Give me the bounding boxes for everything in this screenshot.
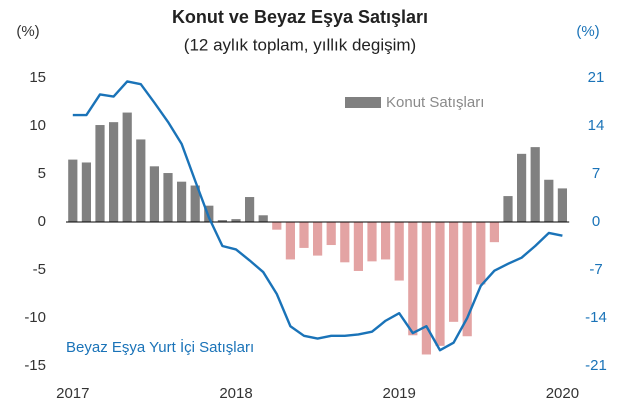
y-tick-label: 5 <box>38 165 46 182</box>
bar <box>68 159 78 222</box>
bar <box>557 188 567 222</box>
y2-tick-label: 0 <box>592 213 600 230</box>
bar <box>408 222 418 336</box>
bar <box>326 222 336 246</box>
x-tick-label: 2018 <box>219 385 252 402</box>
legend-swatch <box>345 97 381 108</box>
bar <box>299 222 309 248</box>
bar <box>530 147 540 222</box>
bar <box>190 185 200 222</box>
series-label: Beyaz Eşya Yurt İçi Satışları <box>66 338 254 356</box>
bar <box>272 222 282 230</box>
bar <box>503 196 513 222</box>
bar <box>517 153 527 222</box>
bar <box>421 222 431 355</box>
x-tick-label: 2017 <box>56 385 89 402</box>
bar <box>313 222 323 256</box>
bar <box>353 222 363 271</box>
y2-tick-label: 14 <box>588 117 605 134</box>
bar <box>245 197 255 222</box>
x-tick-label: 2019 <box>383 385 416 402</box>
y-axis-label: (%) <box>16 23 39 40</box>
bar <box>340 222 350 263</box>
y2-tick-label: -7 <box>589 261 602 278</box>
bar <box>476 222 486 285</box>
bar <box>109 122 119 222</box>
line <box>72 80 563 352</box>
x-tick-label: 2020 <box>546 385 579 402</box>
y2-tick-label: 7 <box>592 165 600 182</box>
bar <box>122 112 132 222</box>
y2-tick-label: 21 <box>588 69 605 86</box>
bar <box>449 222 459 322</box>
bar <box>285 222 295 260</box>
bar <box>489 222 499 243</box>
y-tick-label: -10 <box>24 309 46 326</box>
bar <box>231 219 241 222</box>
bar <box>435 222 445 346</box>
bar <box>136 139 146 222</box>
bar <box>95 125 105 222</box>
y-tick-label: 0 <box>38 213 46 230</box>
bar <box>177 181 187 222</box>
chart-subtitle: (12 aylık toplam, yıllık degişim) <box>184 35 416 54</box>
y2-tick-label: -14 <box>585 309 607 326</box>
bar <box>462 222 472 337</box>
bar <box>149 166 159 222</box>
bar <box>258 215 268 222</box>
y2-tick-label: -21 <box>585 357 607 374</box>
y-tick-label: -5 <box>33 261 46 278</box>
y-tick-label: 10 <box>29 117 46 134</box>
bar <box>381 222 391 260</box>
chart-title: Konut ve Beyaz Eşya Satışları <box>172 7 428 27</box>
bar <box>544 179 554 222</box>
bar <box>367 222 377 262</box>
y2-axis-label: (%) <box>576 23 599 40</box>
legend-label: Konut Satışları <box>386 94 484 111</box>
bar <box>163 173 173 222</box>
bar <box>394 222 404 281</box>
bar <box>217 220 227 222</box>
y-tick-label: -15 <box>24 357 46 374</box>
bar <box>81 162 91 222</box>
y-tick-label: 15 <box>29 69 46 86</box>
